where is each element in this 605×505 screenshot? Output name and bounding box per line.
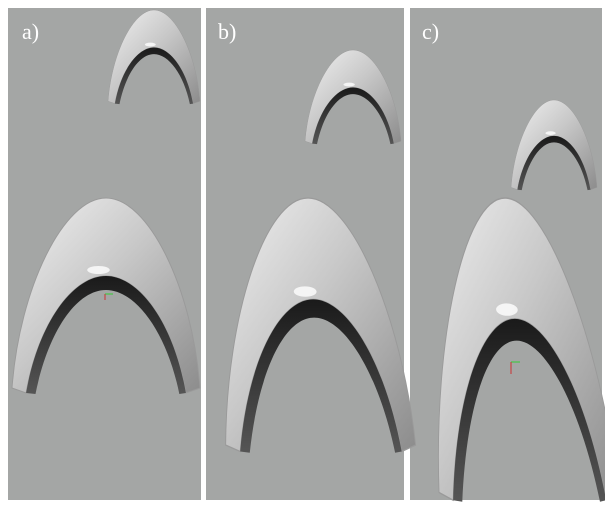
panel-label: c)	[422, 19, 439, 44]
figure: a) b) c)	[0, 0, 605, 505]
panel-label: a)	[22, 19, 39, 44]
panel-label: b)	[218, 19, 236, 44]
